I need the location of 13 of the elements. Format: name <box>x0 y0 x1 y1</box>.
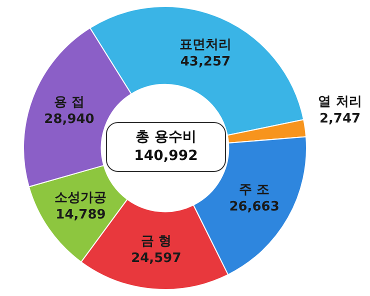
data-label: 14,789 <box>56 207 106 222</box>
data-label: 43,257 <box>180 54 231 70</box>
slice-label: 소성가공 <box>54 190 107 206</box>
data-label: 28,940 <box>44 112 94 128</box>
data-label: 26,663 <box>229 199 280 214</box>
rounded-frame: 총 용수비 140,992 <box>106 122 226 172</box>
data-label: 24,597 <box>131 251 182 266</box>
slice-label: 열 처리 <box>318 94 362 110</box>
slice-label: 표면처리 <box>179 38 232 53</box>
slice-label: 금 형 <box>140 234 172 250</box>
slice-label: 용 접 <box>54 95 85 110</box>
slice-label: 주 조 <box>239 182 270 198</box>
data-label: 2,747 <box>319 111 361 126</box>
